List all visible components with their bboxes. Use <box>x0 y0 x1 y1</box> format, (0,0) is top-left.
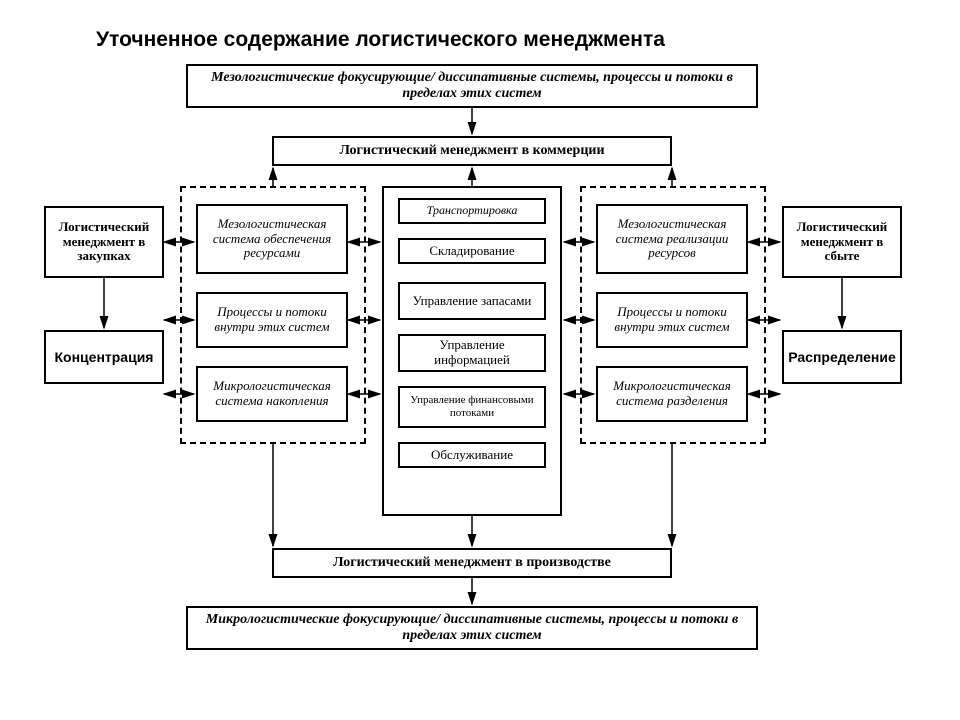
node-l1: Мезологистическая система обеспечения ре… <box>196 204 348 274</box>
node-prod: Логистический менеджмент в производстве <box>272 548 672 578</box>
node-r2: Процессы и потоки внутри этих систем <box>596 292 748 348</box>
node-el1: Логистический менеджмент в закупках <box>44 206 164 278</box>
node-bottom: Микрологистические фокусирующие/ диссипа… <box>186 606 758 650</box>
node-top: Мезологистические фокусирующие/ диссипат… <box>186 64 758 108</box>
node-c1: Транспортировка <box>398 198 546 224</box>
node-er1: Логистический менеджмент в сбыте <box>782 206 902 278</box>
node-r1: Мезологистическая система реализации рес… <box>596 204 748 274</box>
node-er2: Распределение <box>782 330 902 384</box>
node-comm: Логистический менеджмент в коммерции <box>272 136 672 166</box>
node-c6: Обслуживание <box>398 442 546 468</box>
page-title: Уточненное содержание логистического мен… <box>96 28 665 52</box>
node-c2: Складирование <box>398 238 546 264</box>
node-r3: Микрологистическая система разделения <box>596 366 748 422</box>
node-el2: Концентрация <box>44 330 164 384</box>
node-l3: Микрологистическая система накопления <box>196 366 348 422</box>
node-c5: Управление финансовыми потоками <box>398 386 546 428</box>
node-c3: Управление запасами <box>398 282 546 320</box>
node-c4: Управление информацией <box>398 334 546 372</box>
node-l2: Процессы и потоки внутри этих систем <box>196 292 348 348</box>
